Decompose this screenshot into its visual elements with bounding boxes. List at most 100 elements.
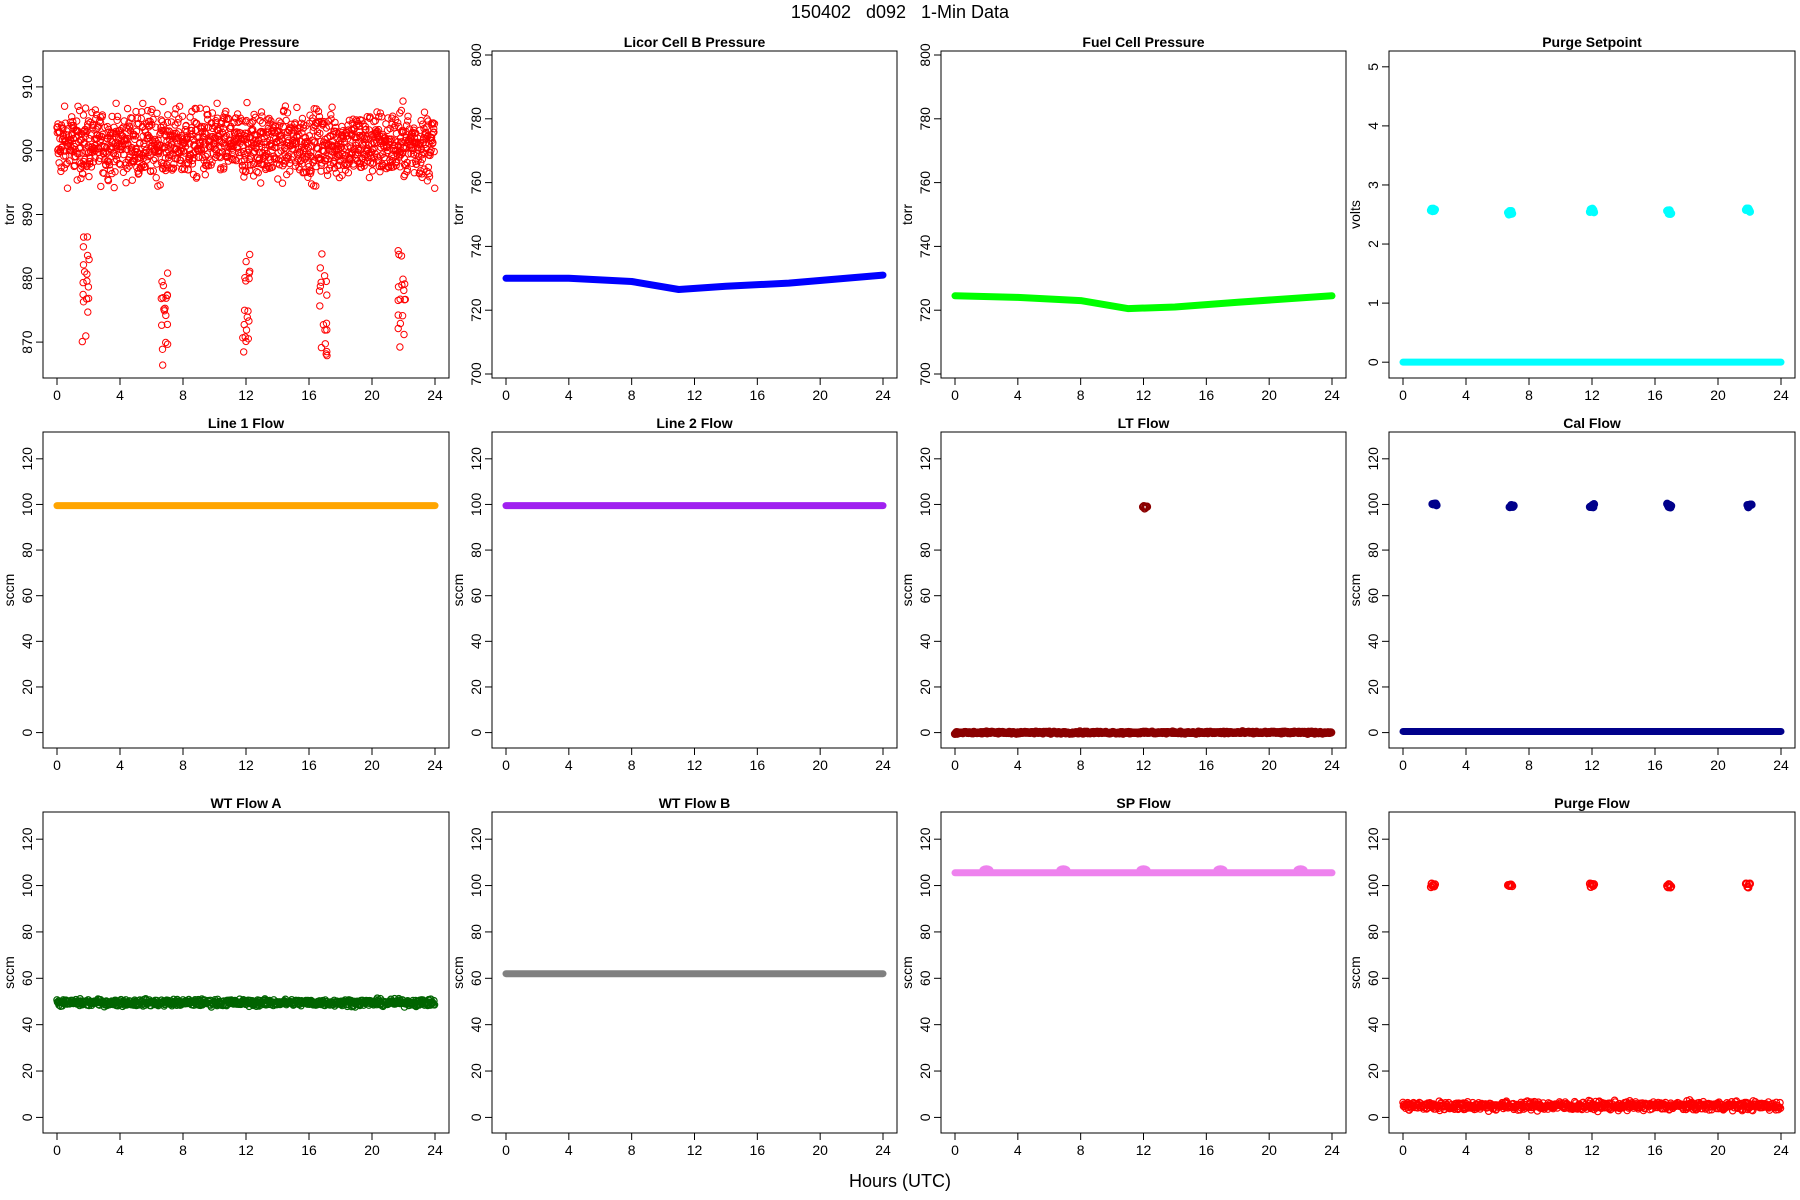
x-tick-label: 12 [1584,387,1600,403]
data-point [412,160,421,168]
data-point [293,133,301,141]
data-point [317,343,326,352]
series-points [950,502,1336,739]
data-point [158,117,167,126]
y-tick-label: 0 [917,728,933,736]
y-tick: 100 [1365,874,1389,898]
x-tick: 16 [1647,748,1663,773]
series-points [1399,879,1785,1116]
panel-title: WT Flow A [210,795,281,811]
data-point [286,167,294,175]
data-point [217,143,225,152]
data-point [123,104,132,113]
data-point [68,113,76,121]
x-tick: 8 [1077,748,1085,773]
x-tick: 20 [1710,378,1726,403]
data-point [246,161,254,169]
y-tick-label: 780 [917,107,933,131]
data-point [316,264,324,272]
data-point [84,308,92,316]
x-tick-label: 8 [628,1142,636,1158]
data-point [208,158,216,166]
y-tick: 100 [917,874,941,898]
data-point [243,313,252,321]
data-point [222,107,230,116]
y-tick-label: 20 [19,1063,35,1079]
x-tick-label: 20 [812,387,828,403]
x-tick: 20 [812,748,828,773]
x-tick: 24 [1773,1133,1789,1158]
data-point [401,280,409,288]
x-tick-label: 24 [427,757,443,773]
data-point [1432,501,1441,510]
x-tick: 4 [116,378,124,403]
y-tick-label: 100 [1365,874,1381,898]
x-tick-label: 16 [750,1142,766,1158]
data-point [395,250,403,259]
data-point [396,163,404,171]
panel-fridge-pressure: Fridge Pressure torr 0 4 8 12 16 20 24 870 880 890 9… [1,34,450,403]
x-tick: 0 [502,378,510,403]
data-point [267,117,275,125]
x-tick-label: 4 [1014,757,1022,773]
data-point [317,278,325,286]
x-tick: 24 [1324,378,1340,403]
data-point [240,320,248,329]
plot-frame [491,50,898,379]
data-point [97,182,105,191]
data-point [1776,1104,1785,1113]
y-axis-label: torr [450,204,466,225]
x-tick: 20 [1261,748,1277,773]
x-tick: 24 [875,1133,891,1158]
y-tick-label: 720 [468,298,484,322]
data-point [315,287,324,295]
data-point [271,123,280,131]
data-point [119,168,128,177]
y-tick-label: 0 [1365,728,1381,736]
y-tick: 120 [468,827,492,851]
x-tick: 16 [1647,378,1663,403]
data-point [188,126,196,135]
data-point [151,154,159,163]
data-point [373,108,381,116]
data-point [419,120,427,128]
series-points [951,865,1336,877]
y-tick-label: 100 [917,874,933,898]
data-point [196,123,205,132]
panel-title: Licor Cell B Pressure [624,34,766,50]
data-point [139,99,147,108]
x-tick-label: 0 [502,757,510,773]
data-point [394,119,402,127]
data-point [394,138,402,146]
x-tick-label: 8 [1525,387,1533,403]
data-point [287,120,295,129]
y-tick-label: 20 [19,679,35,695]
data-point [238,117,246,125]
data-point [243,98,251,107]
data-point [249,125,257,134]
data-point [307,167,315,175]
series-points [53,994,439,1011]
y-axis-label: sccm [1347,956,1363,989]
x-tick-label: 4 [1462,757,1470,773]
x-tick-label: 24 [427,1142,443,1158]
x-tick-label: 8 [179,1142,187,1158]
y-tick-label: 40 [468,1017,484,1033]
data-point [246,250,254,259]
x-tick: 20 [1710,1133,1726,1158]
y-tick: 80 [917,542,941,558]
data-point [1589,880,1599,889]
data-point [113,112,122,121]
x-tick: 4 [1462,378,1470,403]
y-tick-label: 60 [917,588,933,604]
data-point [430,125,438,133]
panel-line-1-flow: Line 1 Flow sccm 0 4 8 12 16 20 24 0 20 40 60 80 100 12… [1,415,450,773]
x-tick: 0 [53,748,61,773]
y-tick-label: 910 [19,75,35,99]
y-tick-label: 20 [468,679,484,695]
data-point [137,114,146,123]
data-point [136,139,144,147]
data-point [1509,501,1518,510]
y-tick-label: 20 [917,1063,933,1079]
x-tick: 8 [1077,1133,1085,1158]
